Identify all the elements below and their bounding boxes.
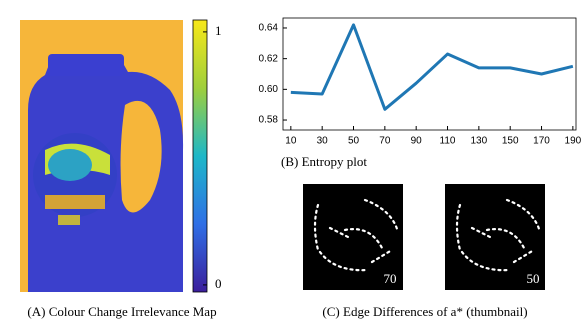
thumbnail: 70 — [303, 184, 403, 290]
x-tick-label: 150 — [502, 136, 519, 147]
x-tick-label: 10 — [285, 136, 297, 147]
y-tick-label: 0.64 — [259, 23, 279, 34]
thumbnail-label: 70 — [384, 271, 397, 286]
colorbar-tick-label: 0 — [215, 276, 222, 291]
plot-frame — [282, 17, 577, 131]
caption: (B) Entropy plot — [281, 154, 367, 169]
x-tick-label: 110 — [440, 136, 456, 147]
x-tick-label: 170 — [533, 136, 550, 147]
x-tick-label: 50 — [348, 136, 360, 147]
caption: (C) Edge Differences of a* (thumbnail) — [322, 304, 527, 319]
caption: (A) Colour Change Irrelevance Map — [27, 304, 216, 319]
line — [290, 23, 574, 111]
x-tick-label: 70 — [379, 136, 391, 147]
x-tick-label: 130 — [471, 136, 488, 147]
x-tick-label: 190 — [565, 136, 582, 147]
thumbnail: 50 — [445, 184, 545, 290]
y-tick-label: 0.58 — [259, 115, 279, 126]
y-tick-label: 0.60 — [259, 84, 279, 95]
thumbnail-label: 50 — [527, 271, 540, 286]
x-tick-label: 30 — [317, 136, 329, 147]
colorbar-tick-label: 1 — [215, 23, 222, 38]
irrelevance-map — [20, 20, 184, 292]
x-tick-label: 90 — [411, 136, 423, 147]
y-tick-label: 0.62 — [259, 53, 279, 64]
colorbar — [192, 19, 208, 293]
